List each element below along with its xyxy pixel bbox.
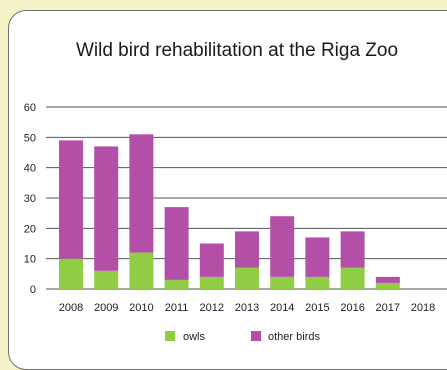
bar-2012-other-birds bbox=[199, 243, 224, 277]
bar-2008-owls bbox=[59, 258, 83, 289]
y-tick-label: 40 bbox=[24, 163, 36, 175]
y-tick-label: 10 bbox=[24, 254, 36, 266]
x-tick-label: 2014 bbox=[270, 302, 294, 314]
legend-label-owls: owls bbox=[183, 331, 206, 343]
bars bbox=[59, 134, 400, 289]
bar-2012-owls bbox=[199, 276, 224, 289]
bar-2014-other-birds bbox=[270, 216, 295, 277]
x-tick-label: 2008 bbox=[59, 302, 83, 314]
x-tick-label: 2009 bbox=[94, 302, 118, 314]
y-tick-label: 50 bbox=[24, 132, 36, 144]
bar-2015-owls bbox=[305, 276, 330, 289]
bar-2017-owls bbox=[375, 282, 400, 289]
x-axis-ticks: 2008 2009 2010 2011 2012 2013 2014 2015 2016 2017… bbox=[59, 302, 435, 314]
bar-2013-other-birds bbox=[235, 231, 259, 268]
y-tick-label: 20 bbox=[24, 223, 36, 235]
bar-2009-other-birds bbox=[94, 146, 119, 271]
x-tick-label: 2011 bbox=[165, 302, 189, 314]
legend-swatch-owls bbox=[165, 331, 175, 341]
y-axis-ticks: 0 10 20 30 40 50 60 bbox=[24, 102, 36, 296]
x-tick-label: 2010 bbox=[129, 302, 153, 314]
bar-2017-other-birds bbox=[375, 276, 400, 283]
bar-2014-owls bbox=[270, 276, 295, 289]
y-tick-label: 60 bbox=[24, 102, 36, 114]
x-tick-label: 2015 bbox=[305, 302, 329, 314]
legend-swatch-other-birds bbox=[251, 331, 261, 341]
bar-2011-owls bbox=[164, 279, 189, 289]
x-tick-label: 2017 bbox=[376, 302, 400, 314]
legend: owls other birds bbox=[165, 331, 320, 343]
x-tick-label: 2016 bbox=[340, 302, 364, 314]
bar-2008-other-birds bbox=[59, 140, 83, 259]
chart-title: Wild bird rehabilitation at the Riga Zoo bbox=[76, 40, 398, 61]
bar-2010-owls bbox=[129, 252, 154, 289]
bar-2015-other-birds bbox=[305, 237, 330, 277]
chart-svg: Wild bird rehabilitation at the Riga Zoo… bbox=[24, 40, 447, 343]
x-tick-label: 2012 bbox=[200, 302, 224, 314]
x-tick-label: 2018 bbox=[411, 302, 435, 314]
bar-2016-owls bbox=[340, 267, 365, 289]
y-tick-label: 0 bbox=[30, 284, 36, 296]
bar-2010-other-birds bbox=[129, 134, 154, 253]
bar-2016-other-birds bbox=[340, 231, 365, 268]
y-tick-label: 30 bbox=[24, 193, 36, 205]
bar-2009-owls bbox=[94, 270, 119, 289]
x-tick-label: 2013 bbox=[235, 302, 259, 314]
legend-label-other-birds: other birds bbox=[268, 331, 320, 343]
bar-2013-owls bbox=[235, 267, 259, 289]
bar-2011-other-birds bbox=[164, 207, 189, 280]
